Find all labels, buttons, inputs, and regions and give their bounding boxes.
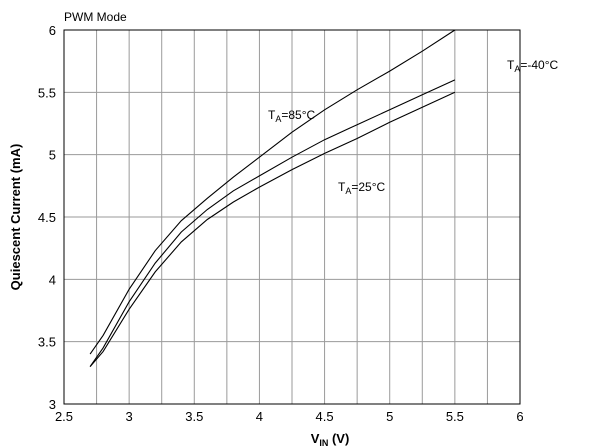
x-axis-title-main: V xyxy=(311,431,320,446)
x-tick-label: 3.5 xyxy=(185,409,203,424)
x-tick-label: 2.5 xyxy=(55,409,73,424)
x-tick-label: 5 xyxy=(386,409,393,424)
x-tick-label: 3 xyxy=(126,409,133,424)
series-label-25c-rest: =25°C xyxy=(351,180,385,194)
series-line-minus40c xyxy=(89,79,456,367)
series-line-25c xyxy=(89,91,456,367)
series-label-25c-sub: A xyxy=(345,186,351,196)
y-tick-label: 4 xyxy=(49,272,56,287)
y-tick-label: 5 xyxy=(49,148,56,163)
series-label-minus40c: TA=-40°C xyxy=(507,58,559,74)
series-line-85c xyxy=(89,29,456,355)
series-label-85c-sub: A xyxy=(275,114,281,124)
y-tick-label: 5.5 xyxy=(38,85,56,100)
series-label-minus40c-main: T xyxy=(507,58,515,72)
x-axis-title: VIN (V) xyxy=(311,431,350,448)
plot-frame xyxy=(63,29,521,405)
y-tick-label: 4.5 xyxy=(38,210,56,225)
grid-lines xyxy=(63,29,521,405)
y-tick-label: 3 xyxy=(49,397,56,412)
series-label-85c-main: T xyxy=(268,108,276,122)
x-axis-title-unit: (V) xyxy=(328,431,349,446)
series-label-85c-rest: =85°C xyxy=(281,108,315,122)
y-tick-label: 6 xyxy=(49,23,56,38)
x-tick-label: 4.5 xyxy=(316,409,334,424)
x-tick-label: 4 xyxy=(256,409,263,424)
chart-title: PWM Mode xyxy=(64,10,127,24)
x-axis-title-sub: IN xyxy=(319,438,328,448)
tick-labels: 2.5 3 3.5 4 4.5 5 5.5 633.544.555.56 xyxy=(38,23,524,424)
series-label-25c-main: T xyxy=(338,180,346,194)
y-axis-title: Quiescent Current (mA) xyxy=(8,144,23,291)
series-label-25c: TA=25°C xyxy=(338,180,386,196)
x-tick-label: 6 xyxy=(516,409,523,424)
series-label-minus40c-sub: A xyxy=(514,64,520,74)
series-label-minus40c-rest: =-40°C xyxy=(520,58,558,72)
y-tick-label: 3.5 xyxy=(38,335,56,350)
series-lines xyxy=(89,29,456,367)
series-label-85c: TA=85°C xyxy=(268,108,316,124)
x-tick-label: 5.5 xyxy=(446,409,464,424)
